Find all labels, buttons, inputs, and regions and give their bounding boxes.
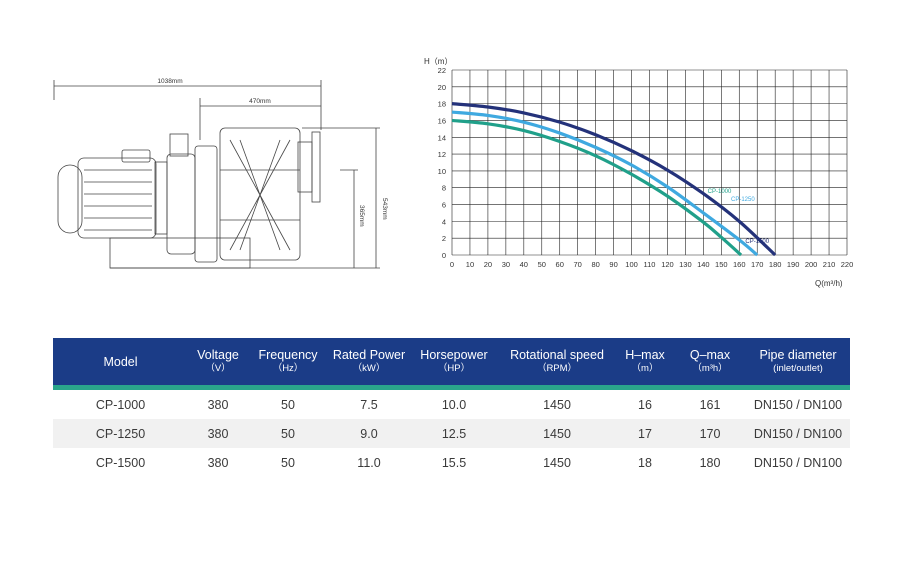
y-tick-label: 10 xyxy=(438,167,446,176)
cell-pipe-diameter: DN150 / DN100 xyxy=(753,455,843,470)
cell-q-max: 161 xyxy=(699,397,721,412)
dim-inlet-length: 470mm xyxy=(249,98,271,105)
y-tick-label: 4 xyxy=(442,217,446,226)
cell-rotational-speed: 1450 xyxy=(543,397,571,412)
chart-grid xyxy=(451,69,848,256)
dim-axis-height: 365mm xyxy=(358,205,365,227)
x-tick-label: 10 xyxy=(466,260,474,269)
series-line-cp-1500 xyxy=(451,102,777,257)
x-tick-label: 130 xyxy=(679,260,692,269)
cell-rotational-speed: 1450 xyxy=(543,455,571,470)
x-tick-label: 150 xyxy=(715,260,728,269)
series-line-cp-1250 xyxy=(451,110,759,257)
cell-horsepower: 10.0 xyxy=(441,397,467,412)
y-tick-label: 6 xyxy=(442,201,446,210)
x-tick-label: 70 xyxy=(574,260,582,269)
table-row: CP-1000 380 50 7.5 10.0 1450 16 161 DN15… xyxy=(53,390,850,419)
cell-voltage: 380 xyxy=(207,397,229,412)
table-row: CP-1250 380 50 9.0 12.5 1450 17 170 DN15… xyxy=(53,419,850,448)
dim-overall-length: 1038mm xyxy=(157,78,182,85)
x-tick-label: 100 xyxy=(625,260,638,269)
header-rated-power: Rated Power （kW） xyxy=(332,347,406,374)
x-tick-label: 80 xyxy=(591,260,599,269)
x-tick-label: 0 xyxy=(450,260,454,269)
x-tick-label: 170 xyxy=(751,260,764,269)
cell-h-max: 17 xyxy=(638,426,652,441)
cell-rated-power: 11.0 xyxy=(357,455,381,470)
pump-dimension-drawing: 1038mm 470mm 543mm 365mm xyxy=(53,78,388,269)
x-tick-label: 40 xyxy=(520,260,528,269)
header-horsepower: Horsepower （HP） xyxy=(420,347,488,374)
x-tick-label: 60 xyxy=(556,260,564,269)
y-tick-label: 18 xyxy=(438,100,446,109)
y-tick-label: 22 xyxy=(438,66,446,75)
cell-model: CP-1250 xyxy=(95,426,146,441)
x-tick-label: 180 xyxy=(769,260,782,269)
chart-series: CP-1000 CP-1250 CP-1500 xyxy=(451,102,777,257)
x-tick-label: 160 xyxy=(733,260,746,269)
cell-rated-power: 7.5 xyxy=(360,397,378,412)
y-tick-label: 14 xyxy=(438,133,446,142)
x-tick-label: 50 xyxy=(538,260,546,269)
x-tick-label: 140 xyxy=(697,260,710,269)
x-tick-label: 210 xyxy=(823,260,836,269)
header-rotational-speed: Rotational speed （RPM） xyxy=(510,347,604,374)
cell-h-max: 16 xyxy=(638,397,652,412)
series-label-cp-1250: CP-1250 xyxy=(731,197,755,203)
table-header: Model Voltage （V） Frequency （Hz） Rated Pow… xyxy=(53,338,850,390)
cell-rated-power: 9.0 xyxy=(360,426,378,441)
x-axis-label: Q(m³/h) xyxy=(815,279,843,288)
chart-ticks: 0 10 20 30 40 50 60 70 80 90 100 110 120 130 140 150 160… xyxy=(438,66,854,269)
x-tick-label: 30 xyxy=(502,260,510,269)
x-tick-label: 200 xyxy=(805,260,818,269)
y-tick-label: 12 xyxy=(438,150,446,159)
cell-frequency: 50 xyxy=(281,455,295,470)
header-model: Model xyxy=(103,354,138,369)
header-voltage: Voltage （V） xyxy=(197,347,239,374)
series-line-cp-1000 xyxy=(451,118,743,257)
cell-horsepower: 15.5 xyxy=(441,455,467,470)
spec-table: Model Voltage （V） Frequency （Hz） Rated Pow… xyxy=(53,338,850,477)
header-pipe-diameter: Pipe diameter (inlet/outlet) xyxy=(759,347,837,374)
x-tick-label: 90 xyxy=(609,260,617,269)
cell-pipe-diameter: DN150 / DN100 xyxy=(753,426,843,441)
cell-frequency: 50 xyxy=(281,397,295,412)
cell-q-max: 170 xyxy=(699,426,721,441)
dim-total-height: 543mm xyxy=(381,198,388,220)
cell-model: CP-1500 xyxy=(95,455,146,470)
cell-pipe-diameter: DN150 / DN100 xyxy=(753,397,843,412)
cell-q-max: 180 xyxy=(699,455,721,470)
performance-curve-chart: H（m） Q(m³/h) 0 10 20 30 40 50 60 70 80 90 100 110 12… xyxy=(424,57,854,288)
cell-voltage: 380 xyxy=(207,426,229,441)
cell-rotational-speed: 1450 xyxy=(543,426,571,441)
cell-voltage: 380 xyxy=(207,455,229,470)
table-row: CP-1500 380 50 11.0 15.5 1450 18 180 DN1… xyxy=(53,448,850,477)
x-tick-label: 190 xyxy=(787,260,800,269)
y-tick-label: 16 xyxy=(438,116,446,125)
series-label-cp-1500: CP-1500 xyxy=(745,239,769,245)
x-tick-label: 120 xyxy=(661,260,674,269)
header-frequency: Frequency （Hz） xyxy=(258,347,318,374)
cell-h-max: 18 xyxy=(638,455,652,470)
series-label-cp-1000: CP-1000 xyxy=(708,189,732,195)
cell-horsepower: 12.5 xyxy=(441,426,467,441)
y-tick-label: 2 xyxy=(442,234,446,243)
cell-frequency: 50 xyxy=(281,426,295,441)
y-axis-label: H（m） xyxy=(424,57,452,66)
y-tick-label: 20 xyxy=(438,83,446,92)
header-h-max: H–max （m） xyxy=(625,347,665,374)
x-tick-label: 110 xyxy=(644,260,656,269)
y-tick-label: 0 xyxy=(442,251,446,260)
x-tick-label: 220 xyxy=(841,260,854,269)
header-q-max: Q–max （m³h） xyxy=(689,347,731,374)
x-tick-label: 20 xyxy=(484,260,492,269)
cell-model: CP-1000 xyxy=(95,397,146,412)
y-tick-label: 8 xyxy=(442,184,446,193)
